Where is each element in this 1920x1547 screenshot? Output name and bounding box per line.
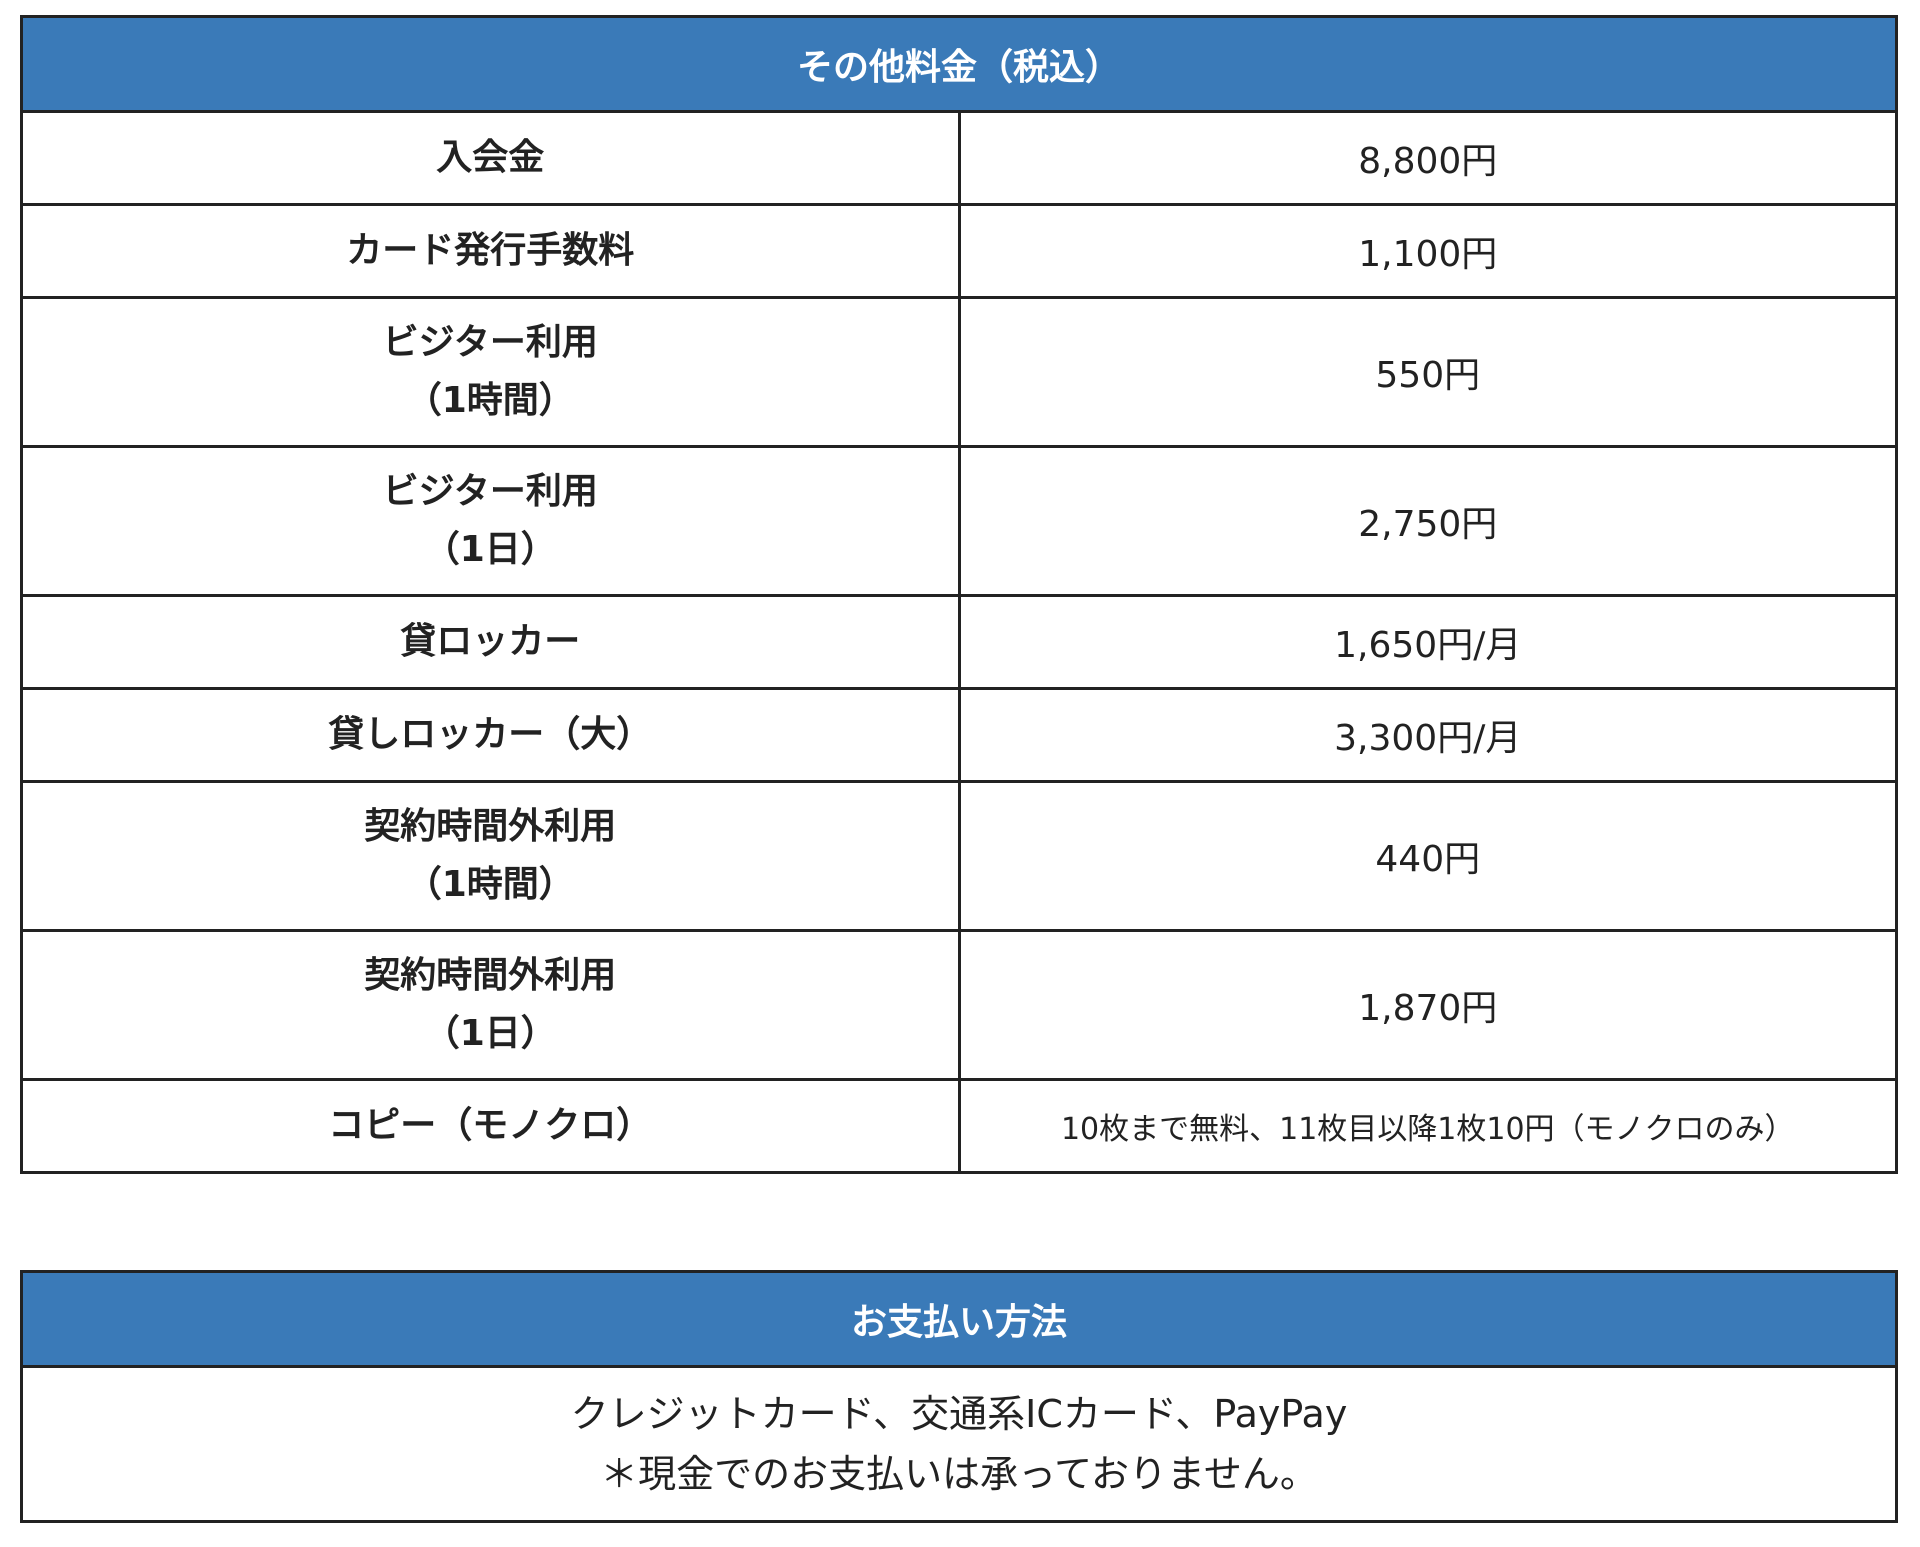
fee-row: 契約時間外利用 （1日） 1,870円 <box>20 929 1898 1081</box>
fee-price: 10枚まで無料、11枚目以降1枚10円（モノクロのみ） <box>957 1078 1898 1174</box>
fee-row: カード発行手数料 1,100円 <box>20 203 1898 299</box>
fees-table: その他料金（税込） 入会金 8,800円カード発行手数料 1,100円ビジター利用 （… <box>20 15 1898 1174</box>
fee-price: 550円 <box>957 296 1898 448</box>
fee-row: 貸しロッカー（大） 3,300円/月 <box>20 687 1898 783</box>
fee-item: 入会金 <box>20 110 961 206</box>
fee-item-line: ビジター利用 <box>382 471 598 512</box>
fee-item: 契約時間外利用 （1日） <box>20 929 961 1081</box>
fee-item: 貸しロッカー（大） <box>20 687 961 783</box>
fee-item-line: ビジター利用 <box>382 322 598 363</box>
fee-row: 契約時間外利用 （1時間） 440円 <box>20 780 1898 932</box>
fee-item: 契約時間外利用 （1時間） <box>20 780 961 932</box>
fee-item: ビジター利用 （1日） <box>20 445 961 597</box>
fee-item-line: 契約時間外利用 <box>364 955 617 996</box>
fee-price: 8,800円 <box>957 110 1898 206</box>
payment-line: ＊現金でのお支払いは承っておりません。 <box>600 1452 1318 1496</box>
fee-item-line: 貸ロッカー <box>400 621 581 662</box>
fee-item-line: 貸しロッカー（大） <box>328 714 653 755</box>
fee-item-line: （1日） <box>423 529 557 570</box>
fee-row: 入会金 8,800円 <box>20 110 1898 206</box>
fee-item: 貸ロッカー <box>20 594 961 690</box>
fee-item: ビジター利用 （1時間） <box>20 296 961 448</box>
fee-row: 貸ロッカー 1,650円/月 <box>20 594 1898 690</box>
fee-price: 1,650円/月 <box>957 594 1898 690</box>
fees-title: その他料金（税込） <box>20 15 1898 113</box>
fee-item-line: コピー（モノクロ） <box>328 1105 653 1146</box>
fees-body: 入会金 8,800円 カード発行手数料 1,100円 ビジター利用 （1時間） 550円 ビジ… <box>20 110 1898 1174</box>
fee-price: 1,100円 <box>957 203 1898 299</box>
fee-item-line: 入会金 <box>436 137 545 178</box>
payment-cell: クレジットカード、交通系ICカード、PayPay ＊現金でのお支払いは承っておりま… <box>20 1365 1898 1523</box>
fee-item-line: （1時間） <box>405 864 575 905</box>
fee-item-line: 契約時間外利用 <box>364 806 617 847</box>
payment-title: お支払い方法 <box>20 1270 1898 1368</box>
fee-item: コピー（モノクロ） <box>20 1078 961 1174</box>
fee-price: 1,870円 <box>957 929 1898 1081</box>
fee-item-line: （1日） <box>423 1013 557 1054</box>
fee-item: カード発行手数料 <box>20 203 961 299</box>
fee-row: ビジター利用 （1時間） 550円 <box>20 296 1898 448</box>
fee-item-line: カード発行手数料 <box>346 230 635 271</box>
fee-price: 440円 <box>957 780 1898 932</box>
fee-row: コピー（モノクロ） 10枚まで無料、11枚目以降1枚10円（モノクロのみ） <box>20 1078 1898 1174</box>
payment-line: クレジットカード、交通系ICカード、PayPay <box>570 1392 1348 1436</box>
fee-price: 3,300円/月 <box>957 687 1898 783</box>
fee-item-line: （1時間） <box>405 380 575 421</box>
payment-table: お支払い方法 クレジットカード、交通系ICカード、PayPay ＊現金でのお支払い… <box>20 1270 1898 1523</box>
fee-row: ビジター利用 （1日） 2,750円 <box>20 445 1898 597</box>
fee-price: 2,750円 <box>957 445 1898 597</box>
